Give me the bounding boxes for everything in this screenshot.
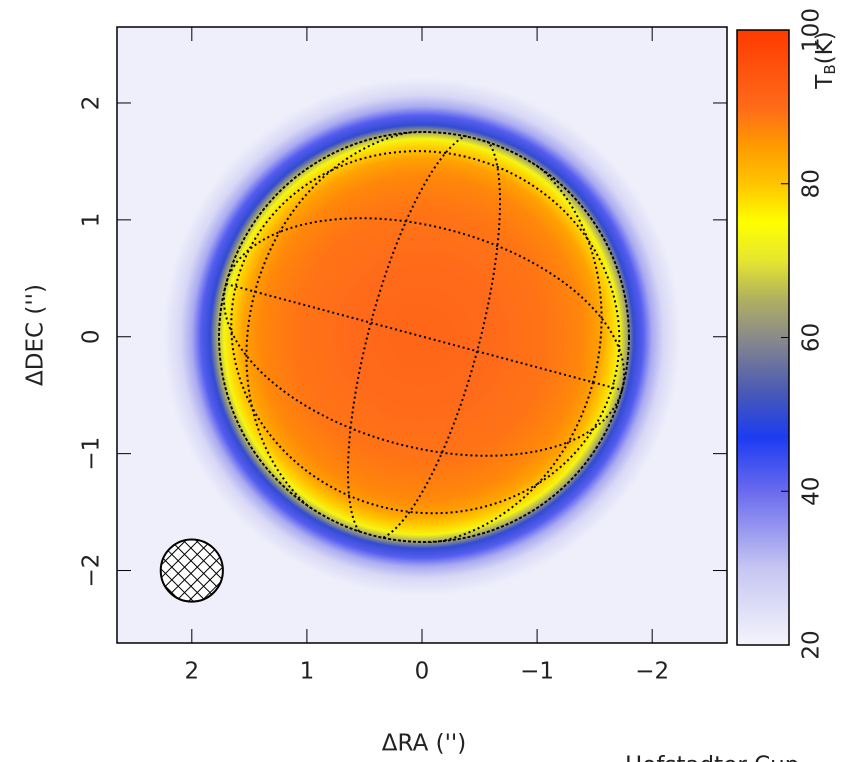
x-tick-label: −1 [520,659,554,685]
colorbar-label-main: T [812,74,838,90]
colorbar-tick-label: 60 [799,323,825,352]
colorbar-tick-label: 20 [799,630,825,659]
x-tick-label: 0 [415,659,430,685]
beam [161,539,223,601]
x-tick-label: −2 [635,659,669,685]
colorbar-tick-label: 100 [799,8,825,52]
y-axis-label: ΔDEC ('') [23,284,49,386]
disk-image [163,78,681,596]
x-axis-label: ΔRA ('') [382,731,466,757]
colorbar-tick-label: 40 [799,477,825,506]
colorbar-label-sub: B [821,64,839,74]
footer-text: Hofstadter Cup [625,753,799,762]
y-tick-label: −1 [79,437,105,471]
y-tick-label: 1 [79,213,105,228]
colorbar-tick-label: 80 [799,169,825,198]
page: {"chart_data": { "type": "radial-map", "… [0,0,851,762]
y-tick-label: 2 [79,96,105,111]
x-tick-label: 2 [184,659,199,685]
x-tick-label: 1 [300,659,315,685]
y-tick-label: −2 [79,554,105,588]
y-tick-label: 0 [79,329,105,344]
chart: ΔRA ('') ΔDEC ('') TB(K) Hofstadter Cup … [0,0,851,762]
